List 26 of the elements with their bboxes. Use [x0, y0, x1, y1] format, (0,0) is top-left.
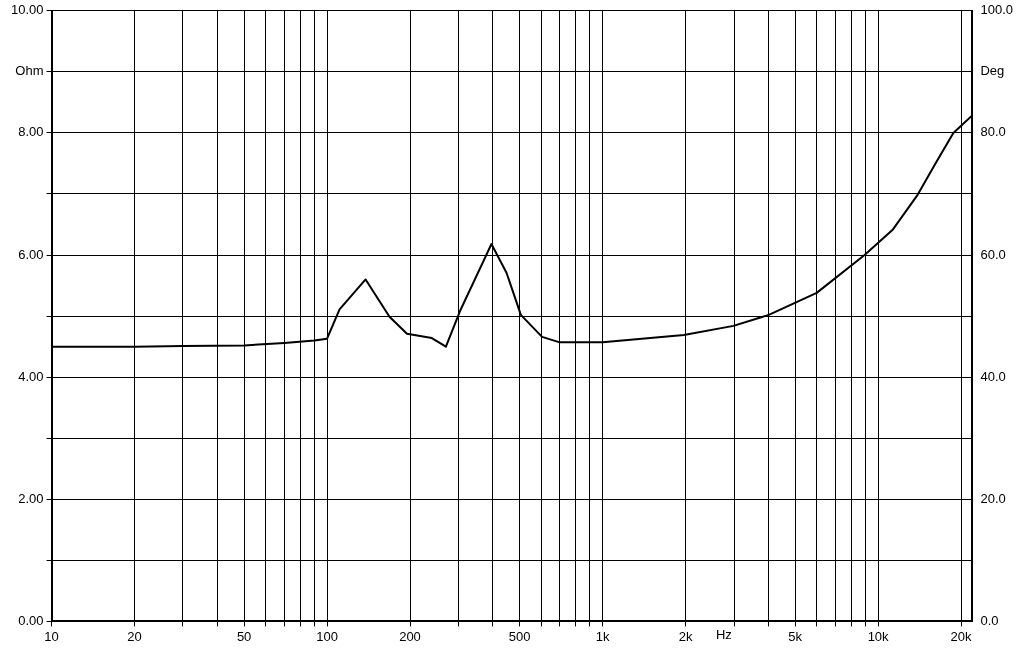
y-tick-label: 0.00: [18, 612, 44, 628]
x-tick-label: 1k: [595, 628, 610, 644]
y2-tick-label: 0.0: [980, 612, 999, 628]
x-tick-label: 10k: [867, 628, 890, 644]
y-tick-label: 4.00: [18, 368, 44, 384]
x-tick-label: 200: [399, 628, 421, 644]
x-tick-label: 20k: [950, 628, 973, 644]
y-tick-label: 6.00: [18, 246, 44, 262]
y-tick-label: 10.00: [10, 2, 44, 18]
y2-tick-label: 40.0: [980, 368, 1006, 384]
x-tick-label: 50: [236, 628, 252, 644]
x-tick-label: 500: [508, 628, 531, 644]
y2-tick-label: 80.0: [980, 124, 1006, 140]
x-tick-label: 2k: [678, 628, 693, 644]
y2-tick-label: 20.0: [980, 490, 1006, 506]
x-tick-label: 5k: [788, 628, 803, 644]
y2-tick-label: 100.0: [980, 2, 1014, 18]
y-tick-label: 8.00: [18, 124, 44, 140]
y2-tick-label: 60.0: [980, 246, 1006, 262]
x-axis-title: Hz: [715, 627, 732, 643]
x-tick-label: 10: [44, 628, 59, 644]
y-tick-label: Ohm: [15, 63, 44, 79]
y-tick-label: 2.00: [18, 490, 44, 506]
y2-tick-label: Deg: [980, 63, 1005, 79]
x-tick-label: 20: [127, 628, 142, 644]
x-tick-label: 100: [316, 628, 338, 644]
